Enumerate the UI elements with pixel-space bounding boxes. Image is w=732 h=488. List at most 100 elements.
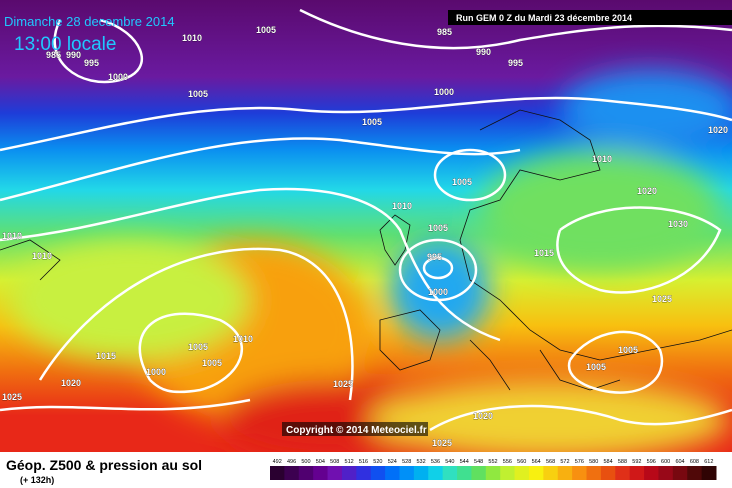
colorbar-label: 508 (330, 459, 339, 465)
isobar-label: 1020 (708, 125, 728, 135)
time: 13:00 locale (14, 34, 116, 55)
color-swatch (370, 466, 386, 480)
colorbar-label: 560 (517, 459, 526, 465)
color-swatch (629, 466, 645, 480)
isobar-label: 1025 (652, 294, 672, 304)
isobar-labels: 985 9909951000101010051005100510009859909… (2, 25, 728, 448)
date: Dimanche 28 decembre 2014 (4, 14, 175, 29)
colorbar-label: 604 (675, 459, 684, 465)
colorbar-label: 528 (402, 459, 411, 465)
copyright: Copyright © 2014 Meteociel.fr (286, 425, 427, 436)
color-swatch (471, 466, 487, 480)
color-swatch (543, 466, 559, 480)
copyright-box (282, 422, 428, 436)
isobar-label: 1000 (108, 72, 128, 82)
isobar-label: 1000 (428, 287, 448, 297)
isobar-label: 1010 (233, 334, 253, 344)
isobars (0, 8, 732, 432)
isobar-label: 1005 (362, 117, 382, 127)
color-swatch (457, 466, 472, 480)
isobar-label: 1010 (182, 33, 202, 43)
isobar-label: 1005 (202, 358, 222, 368)
isobar-label: 1015 (96, 351, 116, 361)
color-swatch (500, 466, 516, 480)
colorbar-label: 500 (301, 459, 310, 465)
color-swatch (600, 466, 616, 480)
coastlines (0, 109, 732, 391)
colorbar-label: 600 (661, 459, 670, 465)
colorbar-label: 548 (474, 459, 483, 465)
color-swatch (485, 466, 501, 480)
color-swatch (528, 466, 544, 480)
color-swatch (428, 466, 444, 480)
color-swatch (658, 466, 674, 480)
colorbar-label: 552 (488, 459, 497, 465)
color-swatch (557, 466, 573, 480)
colorbar-label: 576 (575, 459, 584, 465)
color-swatch (284, 466, 300, 480)
colorbar-label: 612 (704, 459, 713, 465)
color-swatch (385, 466, 400, 480)
isobar-label: 990 (66, 50, 81, 60)
isobar-label: 1005 (452, 177, 472, 187)
isobar-label: 985 (46, 50, 61, 60)
isobar-label: 1010 (2, 231, 22, 241)
colorbar-label: 532 (416, 459, 425, 465)
color-swatch (399, 466, 415, 480)
color-swatch (327, 466, 343, 480)
isobar-label: 995 (84, 58, 99, 68)
isobar-label: 995 (427, 252, 442, 262)
isobar-label: 1005 (586, 362, 606, 372)
isobar-label: 1005 (618, 345, 638, 355)
colorbar-label: 516 (359, 459, 368, 465)
isobar-label: 1025 (2, 392, 22, 402)
color-swatch (687, 466, 703, 480)
colorbar-label: 568 (546, 459, 555, 465)
color-swatch (644, 466, 659, 480)
isobar-label: 1015 (534, 248, 554, 258)
isobar-label: 1005 (188, 342, 208, 352)
isobar-label: 1020 (637, 186, 657, 196)
colorbar-label: 580 (589, 459, 598, 465)
colorbar-label: 504 (316, 459, 325, 465)
color-swatch (672, 466, 688, 480)
isobar-label: 1020 (61, 378, 81, 388)
colorbar-label: 608 (690, 459, 699, 465)
isobar-label: 985 (437, 27, 452, 37)
isobar-label: 1005 (428, 223, 448, 233)
color-swatch (313, 466, 329, 480)
color-swatch (298, 466, 314, 480)
colorbar-label: 540 (445, 459, 454, 465)
isobar-label: 1025 (432, 438, 452, 448)
colorbar-label: 512 (345, 459, 354, 465)
isobar-label: 1005 (188, 89, 208, 99)
color-swatch (442, 466, 458, 480)
isobar-label: 1010 (32, 251, 52, 261)
isobar-label: 990 (476, 47, 491, 57)
isobar-label: 1000 (146, 367, 166, 377)
colorbar-label: 596 (647, 459, 656, 465)
colorbar-label: 536 (431, 459, 440, 465)
isobar-label: 1005 (256, 25, 276, 35)
colorbar-label: 544 (460, 459, 469, 465)
colorbar-label: 496 (287, 459, 296, 465)
color-swatch (514, 466, 530, 480)
color-swatch (270, 466, 285, 480)
isobar-label: 995 (508, 58, 523, 68)
isobar-label: 1010 (592, 154, 612, 164)
colorbar-label: 564 (532, 459, 541, 465)
colorbar-label: 524 (388, 459, 397, 465)
footer-lead: (+ 132h) (20, 475, 54, 485)
run-box (448, 10, 732, 25)
color-swatch (572, 466, 588, 480)
color-swatch (413, 466, 429, 480)
isobar-label: 1000 (434, 87, 454, 97)
color-swatch (341, 466, 357, 480)
color-swatch (356, 466, 372, 480)
isobar-label: 1030 (668, 219, 688, 229)
color-swatch (701, 466, 717, 480)
colorbar-label: 492 (273, 459, 282, 465)
colorbar-label: 520 (373, 459, 382, 465)
isobar-label: 1020 (473, 411, 493, 421)
